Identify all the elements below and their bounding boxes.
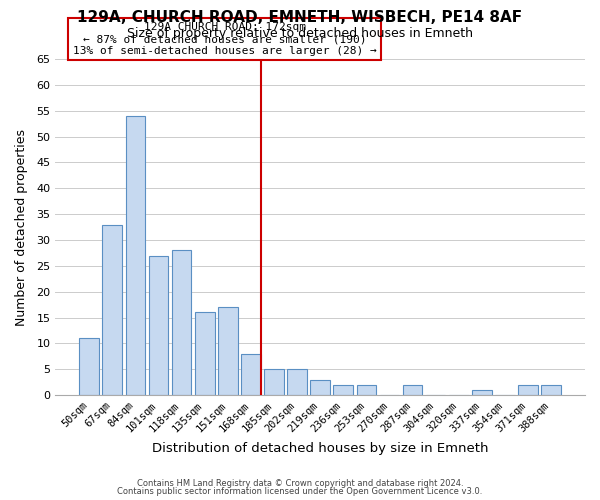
X-axis label: Distribution of detached houses by size in Emneth: Distribution of detached houses by size … — [152, 442, 488, 455]
Text: Contains HM Land Registry data © Crown copyright and database right 2024.: Contains HM Land Registry data © Crown c… — [137, 478, 463, 488]
Bar — [310, 380, 330, 395]
Bar — [149, 256, 169, 395]
Bar — [195, 312, 215, 395]
Text: Size of property relative to detached houses in Emneth: Size of property relative to detached ho… — [127, 28, 473, 40]
Bar — [125, 116, 145, 395]
Bar — [472, 390, 491, 395]
Text: Contains public sector information licensed under the Open Government Licence v3: Contains public sector information licen… — [118, 487, 482, 496]
Bar — [172, 250, 191, 395]
Bar — [518, 385, 538, 395]
Bar — [287, 370, 307, 395]
Bar — [79, 338, 99, 395]
Bar — [218, 308, 238, 395]
Y-axis label: Number of detached properties: Number of detached properties — [15, 128, 28, 326]
Bar — [356, 385, 376, 395]
Text: 129A CHURCH ROAD: 172sqm
← 87% of detached houses are smaller (190)
13% of semi-: 129A CHURCH ROAD: 172sqm ← 87% of detach… — [73, 22, 377, 56]
Text: 129A, CHURCH ROAD, EMNETH, WISBECH, PE14 8AF: 129A, CHURCH ROAD, EMNETH, WISBECH, PE14… — [77, 10, 523, 25]
Bar — [264, 370, 284, 395]
Bar — [541, 385, 561, 395]
Bar — [334, 385, 353, 395]
Bar — [403, 385, 422, 395]
Bar — [103, 224, 122, 395]
Bar — [241, 354, 260, 395]
